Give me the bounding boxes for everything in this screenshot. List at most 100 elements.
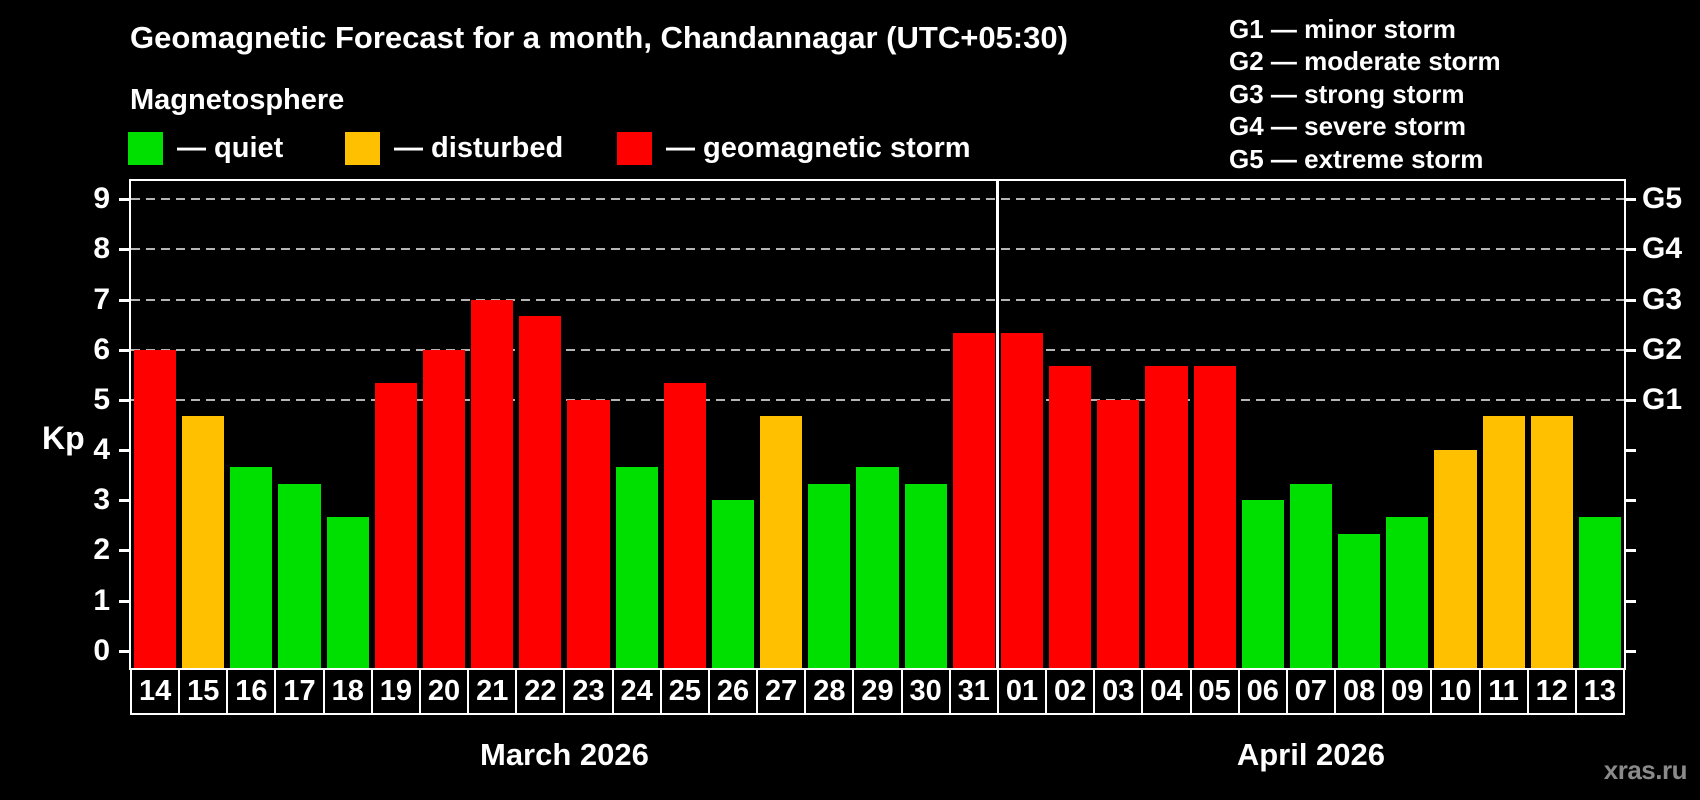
kp-bar-12 bbox=[1530, 416, 1573, 668]
y-axis-tick-right-7 bbox=[1624, 298, 1636, 302]
storm-scale-g4: G4 — severe storm bbox=[1229, 111, 1467, 142]
y-axis-tick-left-9 bbox=[119, 198, 131, 202]
y-axis-label-2: 2 bbox=[93, 533, 110, 567]
day-label-24: 24 bbox=[611, 668, 662, 715]
storm-scale-legend: G1 — minor storm G2 — moderate storm G3 … bbox=[1229, 13, 1501, 175]
y-axis-tick-left-7 bbox=[119, 298, 131, 302]
legend-item-disturbed: — disturbed bbox=[345, 131, 563, 166]
plot-area bbox=[131, 181, 1624, 668]
gridline-kp5 bbox=[131, 398, 1624, 401]
day-label-16: 16 bbox=[226, 668, 277, 715]
kp-bar-11 bbox=[1482, 416, 1525, 668]
day-label-25: 25 bbox=[659, 668, 710, 715]
watermark: xras.ru bbox=[1603, 755, 1688, 785]
day-label-01: 01 bbox=[996, 668, 1048, 715]
day-label-28: 28 bbox=[804, 668, 855, 715]
gridline-kp7 bbox=[131, 298, 1624, 301]
storm-swatch-icon bbox=[617, 132, 652, 165]
kp-bar-05 bbox=[1193, 366, 1236, 668]
kp-bar-14 bbox=[134, 349, 177, 668]
y-axis-tick-right-0 bbox=[1624, 649, 1636, 653]
kp-bar-22 bbox=[519, 316, 562, 668]
legend-item-quiet: — quiet bbox=[128, 131, 283, 166]
magnetosphere-label: Magnetosphere bbox=[130, 84, 345, 116]
day-label-07: 07 bbox=[1285, 668, 1337, 715]
y-axis-tick-right-8 bbox=[1624, 248, 1636, 252]
y-axis-tick-right-2 bbox=[1624, 549, 1636, 553]
day-label-09: 09 bbox=[1382, 668, 1433, 715]
y-axis-label-4: 4 bbox=[93, 433, 110, 467]
page-title: Geomagnetic Forecast for a month, Chanda… bbox=[130, 20, 1068, 55]
quiet-swatch-icon bbox=[128, 132, 163, 165]
kp-bar-30 bbox=[904, 483, 947, 668]
legend-quiet-label: — quiet bbox=[177, 132, 284, 164]
day-label-05: 05 bbox=[1189, 668, 1240, 715]
y-axis-label-1: 1 bbox=[93, 583, 110, 617]
day-label-13: 13 bbox=[1574, 668, 1625, 715]
y-axis-tick-right-5 bbox=[1624, 398, 1636, 402]
kp-bar-06 bbox=[1241, 500, 1284, 668]
month-label-march: March 2026 bbox=[479, 737, 649, 772]
day-label-19: 19 bbox=[370, 668, 421, 715]
kp-bar-01 bbox=[1000, 333, 1044, 668]
legend-item-storm: — geomagnetic storm bbox=[617, 131, 971, 166]
day-label-10: 10 bbox=[1430, 668, 1481, 715]
day-label-26: 26 bbox=[707, 668, 759, 715]
gridline-kp9 bbox=[131, 198, 1624, 201]
kp-bar-08 bbox=[1338, 533, 1381, 668]
kp-bar-28 bbox=[808, 483, 851, 668]
storm-scale-g3: G3 — strong storm bbox=[1229, 78, 1465, 109]
day-label-31: 31 bbox=[948, 668, 999, 715]
kp-bar-09 bbox=[1386, 516, 1429, 668]
kp-bar-03 bbox=[1097, 399, 1140, 668]
y-axis-tick-right-3 bbox=[1624, 499, 1636, 503]
g-scale-label-g2: G2 bbox=[1642, 332, 1683, 366]
y-axis-tick-right-4 bbox=[1624, 449, 1636, 453]
disturbed-swatch-icon bbox=[345, 132, 380, 165]
day-label-18: 18 bbox=[322, 668, 373, 715]
kp-bar-17 bbox=[278, 483, 321, 668]
y-axis-tick-left-8 bbox=[119, 248, 131, 252]
kp-bar-26 bbox=[711, 500, 755, 668]
y-axis-tick-left-0 bbox=[119, 649, 131, 653]
kp-bar-27 bbox=[760, 416, 803, 668]
y-axis-label-0: 0 bbox=[93, 633, 110, 667]
kp-bar-25 bbox=[663, 383, 706, 668]
day-label-29: 29 bbox=[852, 668, 903, 715]
y-axis-tick-left-4 bbox=[119, 449, 131, 453]
day-label-30: 30 bbox=[900, 668, 951, 715]
kp-bar-07 bbox=[1289, 483, 1333, 668]
day-label-14: 14 bbox=[130, 668, 181, 715]
g-scale-label-g4: G4 bbox=[1642, 232, 1683, 266]
day-label-15: 15 bbox=[178, 668, 229, 715]
y-axis-label-8: 8 bbox=[93, 232, 110, 266]
legend-storm-label: — geomagnetic storm bbox=[666, 132, 971, 164]
storm-scale-g5: G5 — extreme storm bbox=[1229, 143, 1484, 174]
y-axis-tick-right-9 bbox=[1624, 198, 1636, 202]
y-axis-tick-left-5 bbox=[119, 398, 131, 402]
y-axis-tick-right-6 bbox=[1624, 348, 1636, 352]
kp-bar-10 bbox=[1434, 450, 1477, 668]
y-axis-tick-left-1 bbox=[119, 599, 131, 603]
y-axis-title: Kp bbox=[42, 420, 85, 456]
day-label-27: 27 bbox=[756, 668, 807, 715]
kp-bar-15 bbox=[182, 416, 225, 668]
kp-bar-20 bbox=[422, 349, 466, 668]
kp-bar-04 bbox=[1145, 366, 1188, 668]
month-label-april: April 2026 bbox=[1236, 737, 1386, 772]
kp-bar-31 bbox=[952, 333, 995, 668]
storm-scale-g1: G1 — minor storm bbox=[1229, 14, 1456, 44]
kp-bar-29 bbox=[856, 466, 899, 668]
kp-bar-21 bbox=[471, 299, 514, 668]
kp-bar-23 bbox=[567, 399, 610, 668]
day-label-17: 17 bbox=[274, 668, 325, 715]
day-label-11: 11 bbox=[1478, 668, 1529, 715]
kp-bar-24 bbox=[615, 466, 658, 668]
g-scale-label-g3: G3 bbox=[1642, 282, 1683, 316]
gridline-kp8 bbox=[131, 248, 1624, 251]
day-label-08: 08 bbox=[1334, 668, 1385, 715]
y-axis-label-3: 3 bbox=[93, 483, 110, 517]
day-label-12: 12 bbox=[1526, 668, 1577, 715]
y-axis-tick-right-1 bbox=[1624, 599, 1636, 603]
